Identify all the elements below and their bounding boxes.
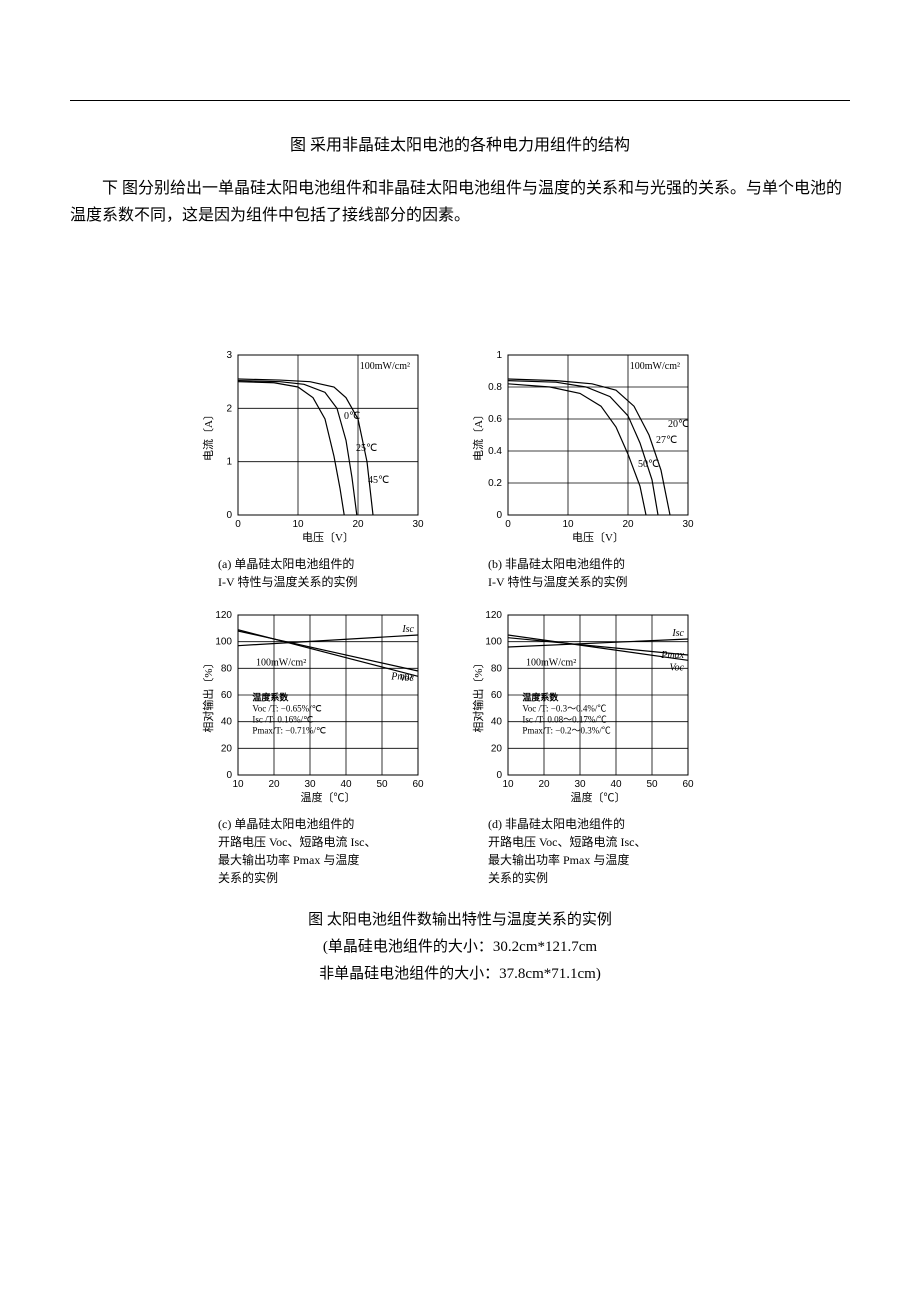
chart-d-rel-amorphous: 10 20 30 40 50 60 0 20 40 60 80 100 120 温度〔℃〕 相对输出〔%〕 I…: [470, 609, 710, 809]
svg-text:温度系数: 温度系数: [522, 692, 559, 703]
svg-text:Voc: Voc: [670, 663, 685, 674]
svg-text:0: 0: [226, 770, 232, 781]
svg-text:100: 100: [485, 637, 502, 648]
svg-text:电流〔A〕: 电流〔A〕: [201, 409, 215, 461]
svg-text:80: 80: [221, 664, 233, 675]
svg-text:Pmax: Pmax: [390, 672, 414, 683]
chart-d-caption: (d) 非晶硅太阳电池组件的开路电压 Voc、短路电流 Isc、最大输出功率 P…: [488, 815, 720, 887]
svg-text:20: 20: [268, 779, 280, 790]
svg-text:60: 60: [221, 690, 233, 701]
svg-text:40: 40: [610, 779, 622, 790]
figure-caption-top: 图 采用非晶硅太阳电池的各种电力用组件的结构: [70, 131, 850, 155]
svg-text:0: 0: [496, 510, 502, 521]
svg-text:30: 30: [682, 519, 694, 530]
svg-text:Pmax/T: −0.2～0.3%/℃: Pmax/T: −0.2～0.3%/℃: [522, 726, 610, 736]
svg-text:100mW/cm²: 100mW/cm²: [360, 361, 410, 372]
svg-text:45℃: 45℃: [368, 475, 389, 486]
svg-text:40: 40: [221, 717, 233, 728]
chart-b-iv-amorphous: 0 10 20 30 0 0.2 0.4 0.6 0.8 1 电压〔V〕 电流〔A〕 100mW/cm²…: [470, 349, 710, 549]
chart-a-iv-mono: 0 10 20 30 0 1 2 3 电压〔V〕 电流〔A〕 100mW/cm² 45℃ 25℃ 0℃: [200, 349, 440, 549]
svg-text:60: 60: [491, 690, 503, 701]
svg-text:1: 1: [226, 457, 232, 468]
svg-text:0.6: 0.6: [488, 414, 502, 425]
svg-text:40: 40: [340, 779, 352, 790]
svg-text:0.2: 0.2: [488, 478, 502, 489]
svg-text:20: 20: [622, 519, 634, 530]
svg-text:10: 10: [562, 519, 574, 530]
svg-text:30: 30: [412, 519, 424, 530]
svg-text:40: 40: [491, 717, 503, 728]
svg-text:50: 50: [376, 779, 388, 790]
svg-text:电压〔V〕: 电压〔V〕: [572, 531, 624, 544]
svg-text:0: 0: [505, 519, 511, 530]
svg-text:120: 120: [215, 610, 232, 621]
svg-text:0: 0: [235, 519, 241, 530]
bottom-caption-line2: (单晶硅电池组件的大小：30.2cm*121.7cm: [200, 934, 720, 961]
svg-text:30: 30: [304, 779, 316, 790]
body-paragraph: 下 图分别给出一单晶硅太阳电池组件和非晶硅太阳电池组件与温度的关系和与光强的关系…: [70, 175, 850, 229]
svg-text:3: 3: [226, 350, 232, 361]
svg-text:Pmax: Pmax: [660, 650, 684, 661]
svg-text:电压〔V〕: 电压〔V〕: [302, 531, 354, 544]
svg-text:20: 20: [538, 779, 550, 790]
svg-text:100mW/cm²: 100mW/cm²: [630, 361, 680, 372]
svg-text:100mW/cm²: 100mW/cm²: [526, 658, 576, 669]
bottom-caption-line1: 图 太阳电池组件数输出特性与温度关系的实例: [200, 907, 720, 934]
svg-text:60: 60: [682, 779, 694, 790]
svg-text:20℃: 20℃: [668, 419, 689, 430]
bottom-caption-line3: 非单晶硅电池组件的大小：37.8cm*71.1cm): [200, 961, 720, 988]
svg-text:1: 1: [496, 350, 502, 361]
svg-text:Voc /T: −0.65%/℃: Voc /T: −0.65%/℃: [252, 704, 321, 714]
charts-grid: 01020300123电压〔V〕电流〔A〕100mW/cm²45℃25℃0℃ (…: [200, 349, 720, 988]
horizontal-rule: [70, 100, 850, 101]
svg-text:Pmax/T: −0.71%/℃: Pmax/T: −0.71%/℃: [252, 726, 326, 736]
svg-text:20: 20: [491, 744, 503, 755]
chart-b-caption: (b) 非晶硅太阳电池组件的I-V 特性与温度关系的实例: [488, 555, 720, 591]
svg-text:10: 10: [502, 779, 514, 790]
svg-text:电流〔A〕: 电流〔A〕: [471, 409, 485, 461]
svg-text:50℃: 50℃: [638, 459, 659, 470]
svg-text:0℃: 0℃: [344, 411, 360, 422]
svg-text:Isc /T: 0.16%/℃: Isc /T: 0.16%/℃: [252, 715, 313, 725]
svg-text:Isc /T: 0.08～0.17%/℃: Isc /T: 0.08～0.17%/℃: [522, 715, 607, 725]
svg-text:0: 0: [496, 770, 502, 781]
svg-text:Isc: Isc: [671, 628, 684, 639]
svg-text:温度〔℃〕: 温度〔℃〕: [571, 790, 626, 804]
svg-text:20: 20: [352, 519, 364, 530]
svg-text:相对输出〔%〕: 相对输出〔%〕: [471, 658, 485, 733]
svg-text:Voc /T: −0.3～0.4%/℃: Voc /T: −0.3～0.4%/℃: [522, 704, 606, 714]
svg-text:25℃: 25℃: [356, 443, 377, 454]
svg-text:0: 0: [226, 510, 232, 521]
svg-text:温度系数: 温度系数: [252, 692, 289, 703]
chart-a-caption: (a) 单晶硅太阳电池组件的I-V 特性与温度关系的实例: [218, 555, 450, 591]
svg-text:20: 20: [221, 744, 233, 755]
svg-text:50: 50: [646, 779, 658, 790]
svg-text:10: 10: [232, 779, 244, 790]
chart-c-rel-mono: 10 20 30 40 50 60 0 20 40 60 80 100 120 温度〔℃〕 相对输出〔%〕 I…: [200, 609, 440, 809]
svg-text:相对输出〔%〕: 相对输出〔%〕: [201, 658, 215, 733]
svg-text:27℃: 27℃: [656, 435, 677, 446]
chart-c-caption: (c) 单晶硅太阳电池组件的开路电压 Voc、短路电流 Isc、最大输出功率 P…: [218, 815, 450, 887]
svg-text:0.4: 0.4: [488, 446, 502, 457]
svg-text:80: 80: [491, 664, 503, 675]
svg-text:30: 30: [574, 779, 586, 790]
svg-text:100: 100: [215, 637, 232, 648]
svg-text:120: 120: [485, 610, 502, 621]
svg-text:2: 2: [226, 404, 232, 415]
svg-text:10: 10: [292, 519, 304, 530]
svg-text:Isc: Isc: [401, 624, 414, 635]
svg-text:100mW/cm²: 100mW/cm²: [256, 658, 306, 669]
svg-text:0.8: 0.8: [488, 382, 502, 393]
svg-text:60: 60: [412, 779, 424, 790]
svg-text:温度〔℃〕: 温度〔℃〕: [301, 790, 356, 804]
